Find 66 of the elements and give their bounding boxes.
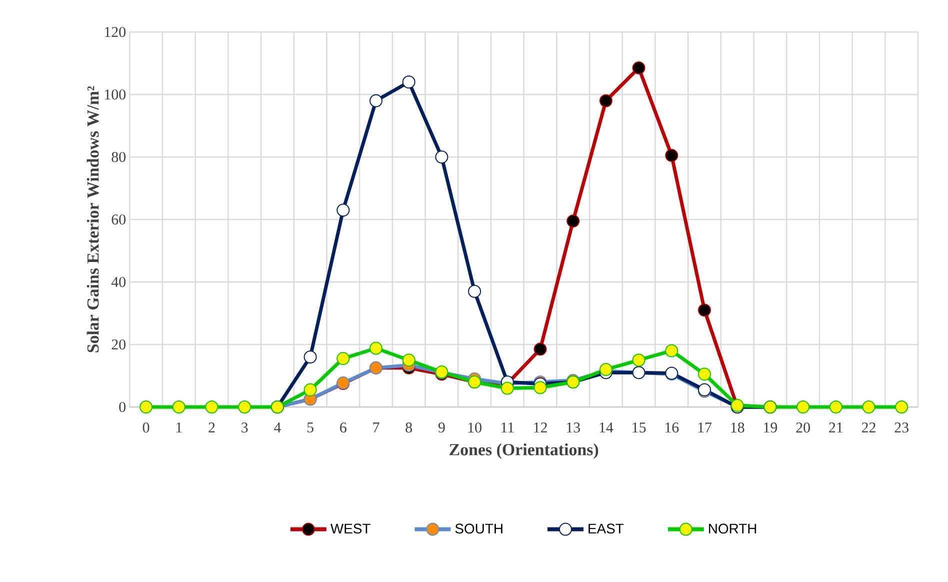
point xyxy=(599,94,612,108)
x-tick-label: 21 xyxy=(829,422,842,432)
y-tick-label: 0 xyxy=(119,402,126,412)
point xyxy=(238,400,252,414)
legend-label: WEST xyxy=(330,524,370,534)
x-tick-label: 17 xyxy=(698,422,712,432)
x-tick-label: 19 xyxy=(764,422,778,433)
point xyxy=(336,204,350,217)
x-tick-label: 7 xyxy=(373,422,380,432)
point xyxy=(304,383,317,396)
x-tick-label: 15 xyxy=(632,422,646,433)
point xyxy=(172,400,186,414)
point xyxy=(632,61,646,74)
point xyxy=(566,214,580,228)
point xyxy=(862,400,876,414)
point xyxy=(369,94,382,108)
point xyxy=(336,352,350,366)
point xyxy=(140,400,153,414)
x-tick-label: 1 xyxy=(176,422,182,432)
point xyxy=(435,150,448,164)
x-tick-label: 0 xyxy=(142,422,150,433)
point xyxy=(632,354,646,367)
x-axis-title: Zones (Orientations) xyxy=(450,443,598,459)
x-tick-label: 14 xyxy=(600,422,614,432)
point xyxy=(895,400,908,414)
x-tick-label: 4 xyxy=(274,422,281,432)
y-tick-label: 100 xyxy=(104,89,126,100)
point xyxy=(698,304,711,317)
point xyxy=(698,368,711,381)
x-tick-label: 6 xyxy=(340,422,346,433)
point xyxy=(665,344,678,358)
x-tick-label: 18 xyxy=(731,422,744,433)
x-tick-label: 9 xyxy=(438,422,445,433)
point xyxy=(534,381,547,394)
x-tick-label: 23 xyxy=(894,422,908,433)
point xyxy=(304,350,317,364)
x-tick-label: 8 xyxy=(406,422,412,433)
y-tick-label: 120 xyxy=(104,26,126,38)
x-tick-label: 3 xyxy=(242,422,248,433)
point xyxy=(665,148,678,162)
y-axis-title: Solar Gains Exterior Windows W/m² xyxy=(86,86,99,352)
legend-label: SOUTH xyxy=(455,524,502,534)
x-tick-label: 22 xyxy=(862,422,876,432)
point xyxy=(500,382,514,395)
x-tick-label: 20 xyxy=(796,422,810,433)
point xyxy=(402,75,416,88)
y-tick-label: 20 xyxy=(112,339,126,350)
y-tick-label: 40 xyxy=(111,276,126,288)
legend-label: EAST xyxy=(588,524,624,534)
y-tick-label: 80 xyxy=(112,152,126,162)
point xyxy=(796,400,810,414)
x-tick-label: 16 xyxy=(665,422,679,433)
legend-label: NORTH xyxy=(708,524,756,534)
x-tick-label: 2 xyxy=(208,422,215,432)
point xyxy=(369,342,382,355)
point xyxy=(468,284,482,298)
point xyxy=(402,354,416,367)
point xyxy=(829,400,842,414)
y-tick-label: 60 xyxy=(112,214,126,225)
x-tick-label: 10 xyxy=(468,422,482,433)
point xyxy=(534,342,547,356)
x-tick-label: 12 xyxy=(534,422,547,432)
point xyxy=(205,400,218,414)
x-tick-label: 11 xyxy=(502,422,514,432)
x-tick-label: 5 xyxy=(307,422,314,432)
x-tick-label: 13 xyxy=(566,422,580,433)
